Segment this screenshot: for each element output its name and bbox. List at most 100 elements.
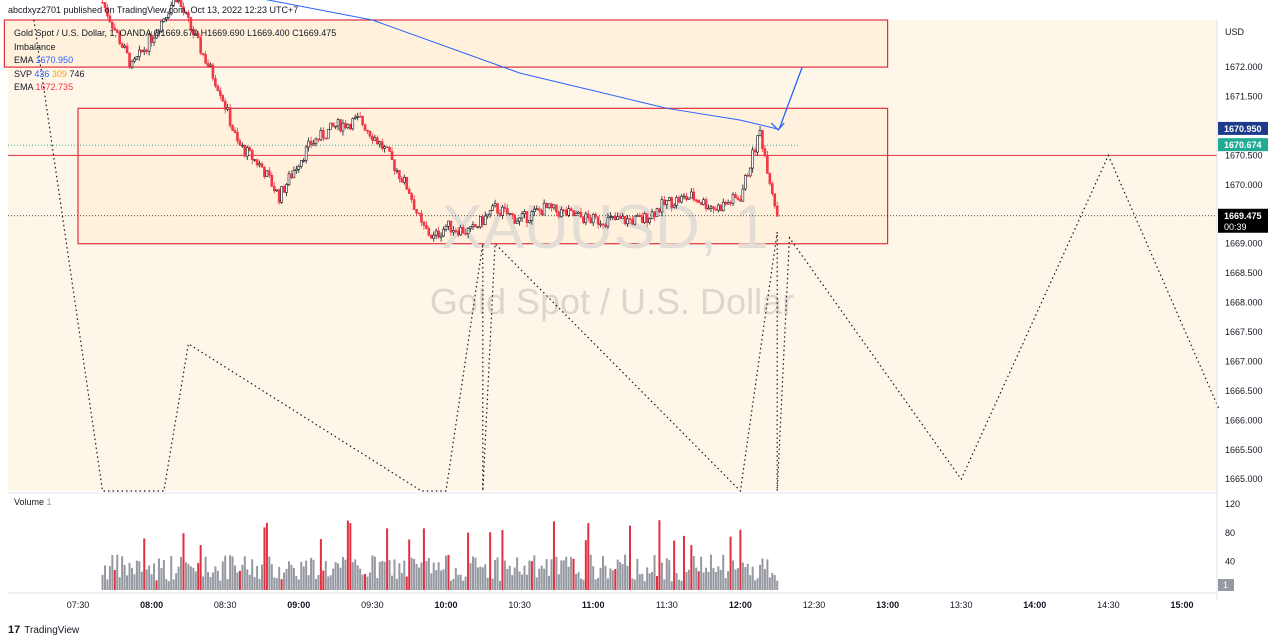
svp-legend[interactable]: SVP 436 309 746: [14, 68, 336, 82]
volume-bar: [464, 576, 467, 590]
volume-bar: [187, 564, 190, 590]
volume-bar: [489, 532, 492, 590]
price-axis-tick: 1666.500: [1225, 386, 1263, 396]
volume-bar: [702, 572, 705, 590]
candle-body: [456, 230, 460, 236]
candle-body: [528, 220, 531, 224]
candle-body: [496, 203, 499, 214]
candle-body: [304, 146, 308, 161]
ema2-legend[interactable]: EMA 1672.735: [14, 81, 336, 95]
candle-body: [442, 229, 445, 237]
candle-body: [734, 194, 737, 199]
candle-body: [503, 206, 507, 209]
candle-body: [319, 130, 323, 141]
candle-body: [405, 176, 409, 190]
time-axis-tick: 10:30: [508, 600, 531, 610]
ema1-legend[interactable]: EMA 1670.950: [14, 54, 336, 68]
candle-body: [459, 227, 463, 236]
volume-bar: [776, 580, 779, 590]
candle-body: [471, 224, 475, 227]
volume-bar: [425, 560, 428, 590]
volume-bar: [393, 559, 396, 590]
volume-bar: [462, 580, 465, 590]
volume-bar: [295, 575, 298, 590]
candle-body: [221, 95, 225, 102]
candle-body: [648, 218, 651, 223]
volume-bar: [572, 558, 575, 590]
time-axis-tick: 11:30: [656, 600, 678, 610]
volume-bar: [302, 566, 305, 590]
volume-bar: [189, 566, 192, 590]
price-axis-tick: 1668.500: [1225, 268, 1263, 278]
candle-body: [628, 218, 632, 220]
candle-body: [636, 215, 639, 217]
candle-body: [770, 183, 774, 194]
candle-body: [373, 137, 377, 141]
candle-body: [547, 203, 551, 209]
volume-bar: [687, 569, 690, 590]
volume-bar: [646, 567, 649, 590]
volume-bar: [422, 528, 425, 590]
candle-body: [481, 216, 485, 226]
candle-body: [562, 209, 566, 212]
candle-body: [322, 130, 325, 139]
volume-bar: [415, 563, 418, 590]
volume-bar: [655, 575, 658, 590]
candle-body: [385, 146, 389, 148]
volume-bar: [329, 575, 332, 590]
volume-bar: [621, 564, 624, 590]
volume-bar: [729, 536, 732, 590]
candle-body: [250, 150, 254, 160]
volume-bar: [447, 554, 450, 590]
candle-body: [729, 201, 732, 204]
candle-body: [491, 205, 494, 211]
candle-body: [572, 210, 575, 216]
candle-body: [108, 15, 112, 23]
time-axis-tick: 09:00: [287, 600, 310, 610]
volume-bar: [344, 559, 347, 590]
candle-body: [353, 116, 357, 119]
candle-body: [736, 197, 740, 200]
volume-bar: [494, 560, 497, 590]
candle-body: [533, 208, 536, 213]
candle-body: [434, 230, 438, 236]
candle-body: [297, 166, 301, 170]
volume-bar: [709, 554, 712, 590]
volume-bar: [297, 579, 300, 590]
candle-body: [498, 212, 502, 216]
svp-value-2: 309: [51, 68, 67, 79]
volume-bar: [501, 530, 504, 590]
volume-bar: [766, 559, 769, 590]
candle-body: [660, 199, 664, 213]
volume-bar: [334, 562, 337, 590]
candle-body: [152, 37, 156, 43]
volume-bar: [111, 555, 114, 590]
volume-bar: [660, 562, 663, 590]
candle-body: [447, 220, 450, 227]
candle-body: [422, 221, 426, 226]
imbalance-indicator-label[interactable]: Imbalance: [14, 41, 56, 52]
candle-body: [390, 151, 394, 161]
candle-body: [282, 186, 286, 193]
volume-bar: [263, 527, 266, 590]
volume-bar: [373, 556, 376, 590]
candle-body: [454, 230, 458, 232]
candle-body: [106, 7, 109, 17]
volume-bar: [606, 578, 609, 590]
volume-bar: [204, 556, 207, 590]
candle-body: [417, 212, 421, 215]
volume-bar: [408, 539, 411, 590]
volume-bar: [548, 575, 551, 590]
volume-bar: [307, 575, 310, 590]
volume-axis-tick: 40: [1225, 556, 1235, 566]
volume-bar: [231, 556, 234, 590]
candle-body: [623, 216, 627, 225]
candle-body: [692, 191, 696, 201]
volume-bar: [565, 556, 568, 590]
volume-bar: [219, 580, 222, 590]
candle-body: [655, 208, 659, 218]
candle-body: [452, 230, 455, 233]
volume-pane-legend[interactable]: Volume 1: [14, 497, 52, 507]
candle-body: [123, 45, 126, 48]
